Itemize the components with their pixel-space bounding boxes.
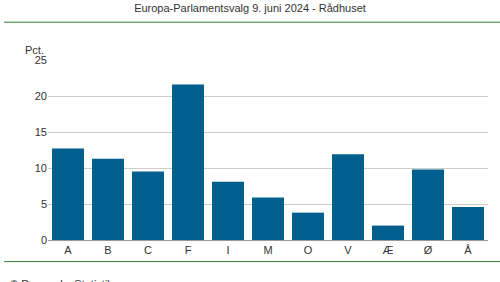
- svg-text:I: I: [226, 244, 229, 256]
- svg-text:O: O: [304, 244, 313, 256]
- svg-text:10: 10: [35, 162, 47, 174]
- svg-text:Å: Å: [464, 244, 472, 256]
- svg-text:5: 5: [41, 198, 47, 210]
- svg-text:© Danmarks Statistik: © Danmarks Statistik: [10, 278, 113, 282]
- svg-text:Æ: Æ: [383, 244, 394, 256]
- svg-text:B: B: [104, 244, 111, 256]
- svg-text:V: V: [344, 244, 352, 256]
- svg-text:Ø: Ø: [424, 244, 433, 256]
- svg-text:20: 20: [35, 90, 47, 102]
- svg-text:M: M: [263, 244, 272, 256]
- svg-text:C: C: [144, 244, 152, 256]
- svg-text:Europa-Parlamentsvalg 9. juni: Europa-Parlamentsvalg 9. juni 2024 - Råd…: [134, 2, 366, 14]
- svg-text:15: 15: [35, 126, 47, 138]
- svg-text:0: 0: [41, 234, 47, 246]
- svg-text:F: F: [185, 244, 192, 256]
- svg-text:Pct.: Pct.: [25, 44, 44, 56]
- svg-text:25: 25: [35, 54, 47, 66]
- svg-text:A: A: [64, 244, 72, 256]
